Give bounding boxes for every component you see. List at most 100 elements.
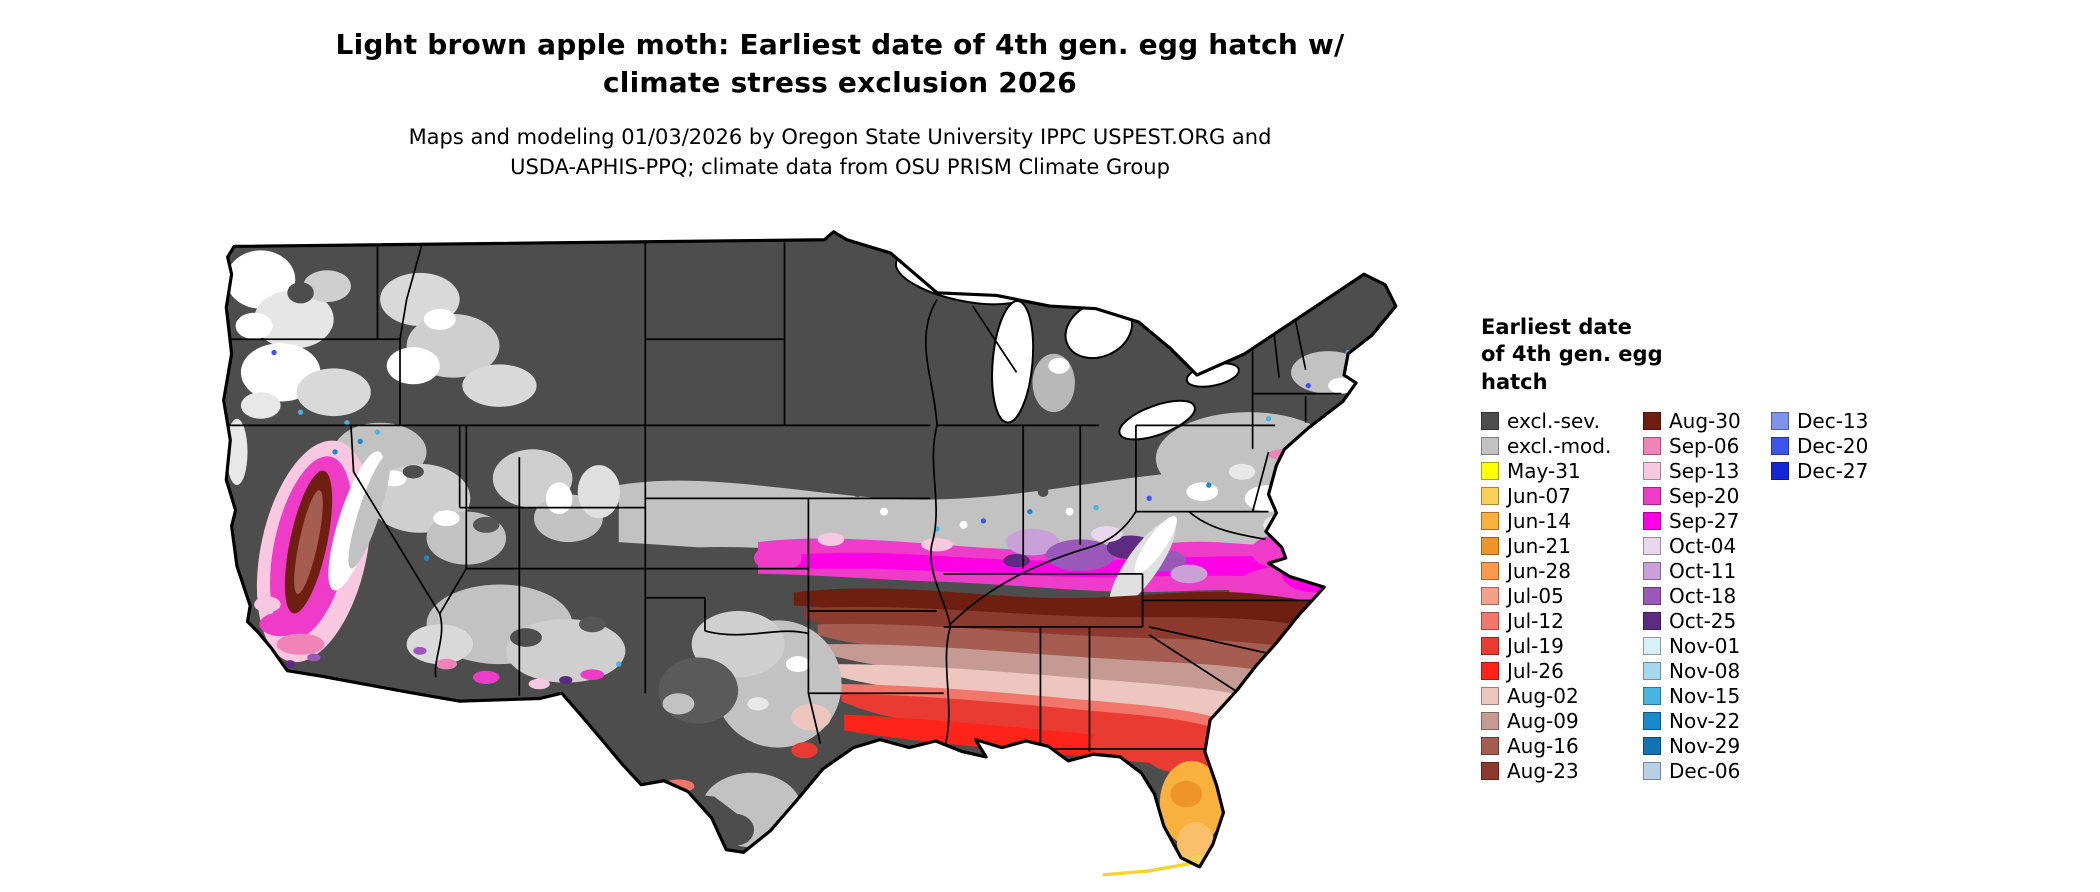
legend-swatch bbox=[1481, 637, 1499, 656]
legend-entry: excl.-sev. bbox=[1481, 409, 1643, 434]
legend-entry-label: Jun-28 bbox=[1507, 559, 1571, 584]
legend-entry-label: Aug-16 bbox=[1507, 734, 1579, 759]
legend-entry: Aug-16 bbox=[1481, 734, 1643, 759]
legend-entry-label: Sep-13 bbox=[1669, 459, 1740, 484]
florida-keys bbox=[1102, 861, 1194, 877]
state-borders bbox=[223, 242, 1342, 763]
legend-entry: Dec-27 bbox=[1771, 459, 1885, 484]
legend-entry: Sep-13 bbox=[1643, 459, 1771, 484]
legend-entry: Nov-01 bbox=[1643, 634, 1771, 659]
legend-swatch bbox=[1643, 487, 1661, 506]
legend-swatch bbox=[1771, 437, 1789, 456]
legend-entry: Oct-25 bbox=[1643, 609, 1771, 634]
legend-entry: Nov-15 bbox=[1643, 684, 1771, 709]
legend-entry: Nov-08 bbox=[1643, 659, 1771, 684]
legend-swatch bbox=[1643, 587, 1661, 606]
legend-entry-label: Sep-06 bbox=[1669, 434, 1740, 459]
legend-swatch bbox=[1643, 687, 1661, 706]
map-october-patches bbox=[1003, 516, 1208, 610]
legend-entry: Jul-26 bbox=[1481, 659, 1643, 684]
legend-entry: Jun-28 bbox=[1481, 559, 1643, 584]
us-map-svg bbox=[222, 230, 1398, 877]
legend-swatch bbox=[1481, 487, 1499, 506]
legend-swatch bbox=[1643, 662, 1661, 681]
legend-entry: Jun-21 bbox=[1481, 534, 1643, 559]
legend-entry-label: Sep-27 bbox=[1669, 509, 1740, 534]
map-western-mottle bbox=[226, 250, 626, 690]
legend-entry: Aug-23 bbox=[1481, 759, 1643, 784]
legend-columns: excl.-sev. excl.-mod. May-31 Jun-07 Jun-14 Ju… bbox=[1481, 409, 1911, 784]
legend-swatch bbox=[1771, 412, 1789, 431]
legend-entry: Jun-07 bbox=[1481, 484, 1643, 509]
legend-entry-label: Nov-01 bbox=[1669, 634, 1741, 659]
legend-entry-label: Sep-20 bbox=[1669, 484, 1740, 509]
legend-swatch bbox=[1481, 537, 1499, 556]
legend-swatch bbox=[1643, 437, 1661, 456]
legend-swatch bbox=[1643, 737, 1661, 756]
legend-entry: Aug-02 bbox=[1481, 684, 1643, 709]
legend-entry: Jul-19 bbox=[1481, 634, 1643, 659]
legend-entry: Aug-30 bbox=[1643, 409, 1771, 434]
legend-entry-label: Oct-25 bbox=[1669, 609, 1737, 634]
legend-entry-label: Jul-19 bbox=[1507, 634, 1564, 659]
legend-column: Aug-30 Sep-06 Sep-13 Sep-20 Sep-27 Oct-04 Oct-… bbox=[1643, 409, 1771, 784]
legend-swatch bbox=[1481, 437, 1499, 456]
legend-swatch bbox=[1481, 687, 1499, 706]
legend-swatch bbox=[1481, 412, 1499, 431]
legend-entry: Nov-29 bbox=[1643, 734, 1771, 759]
legend-entry-label: Oct-11 bbox=[1669, 559, 1737, 584]
legend-entry-label: excl.-sev. bbox=[1507, 409, 1600, 434]
legend-swatch bbox=[1643, 512, 1661, 531]
legend-entry: May-31 bbox=[1481, 459, 1643, 484]
map-raster-fill bbox=[223, 231, 1396, 867]
legend-entry: Dec-13 bbox=[1771, 409, 1885, 434]
legend-swatch bbox=[1643, 637, 1661, 656]
legend-entry: Sep-20 bbox=[1643, 484, 1771, 509]
figure-title: Light brown apple moth: Earliest date of… bbox=[335, 28, 1345, 99]
legend-title: Earliest date of 4th gen. egg hatch bbox=[1481, 315, 1663, 394]
legend-entry: Oct-04 bbox=[1643, 534, 1771, 559]
legend-swatch bbox=[1643, 462, 1661, 481]
legend-swatch bbox=[1771, 462, 1789, 481]
legend-swatch bbox=[1481, 587, 1499, 606]
us-outline bbox=[222, 230, 1398, 869]
legend-swatch bbox=[1481, 462, 1499, 481]
legend-entry: Sep-27 bbox=[1643, 509, 1771, 534]
legend-swatch bbox=[1643, 762, 1661, 781]
legend-entry-label: May-31 bbox=[1507, 459, 1581, 484]
legend-entry: Dec-20 bbox=[1771, 434, 1885, 459]
legend-column: excl.-sev. excl.-mod. May-31 Jun-07 Jun-14 Ju… bbox=[1481, 409, 1643, 784]
legend-entry-label: Aug-23 bbox=[1507, 759, 1579, 784]
legend-swatch bbox=[1481, 662, 1499, 681]
legend-entry-label: Oct-04 bbox=[1669, 534, 1737, 559]
legend-swatch bbox=[1481, 512, 1499, 531]
legend-entry-label: Aug-09 bbox=[1507, 709, 1579, 734]
legend-swatch bbox=[1481, 762, 1499, 781]
legend-entry: excl.-mod. bbox=[1481, 434, 1643, 459]
legend-swatch bbox=[1481, 712, 1499, 731]
legend-swatch bbox=[1481, 562, 1499, 581]
legend-swatch bbox=[1643, 712, 1661, 731]
map-august-july-bands bbox=[793, 588, 1378, 771]
legend-entry-label: Jul-26 bbox=[1507, 659, 1564, 684]
legend-swatch bbox=[1643, 412, 1661, 431]
legend-entry-label: Nov-08 bbox=[1669, 659, 1741, 684]
legend-entry-label: Aug-30 bbox=[1669, 409, 1741, 434]
legend-entry-label: Nov-15 bbox=[1669, 684, 1741, 709]
legend-entry-label: Dec-27 bbox=[1797, 459, 1869, 484]
legend-entry-label: excl.-mod. bbox=[1507, 434, 1612, 459]
legend-entry: Sep-06 bbox=[1643, 434, 1771, 459]
legend-entry-label: Jul-12 bbox=[1507, 609, 1564, 634]
legend-entry-label: Aug-02 bbox=[1507, 684, 1579, 709]
legend-entry-label: Jun-14 bbox=[1507, 509, 1571, 534]
legend-entry: Oct-18 bbox=[1643, 584, 1771, 609]
legend-entry-label: Nov-29 bbox=[1669, 734, 1741, 759]
legend-entry-label: Dec-06 bbox=[1669, 759, 1741, 784]
legend-entry: Jul-05 bbox=[1481, 584, 1643, 609]
legend-column: Dec-13 Dec-20 Dec-27 bbox=[1771, 409, 1885, 484]
legend-swatch bbox=[1481, 737, 1499, 756]
map-california-valley bbox=[254, 440, 391, 669]
lake-erie bbox=[1118, 399, 1196, 441]
legend-entry: Dec-06 bbox=[1643, 759, 1771, 784]
legend-entry-label: Oct-18 bbox=[1669, 584, 1737, 609]
